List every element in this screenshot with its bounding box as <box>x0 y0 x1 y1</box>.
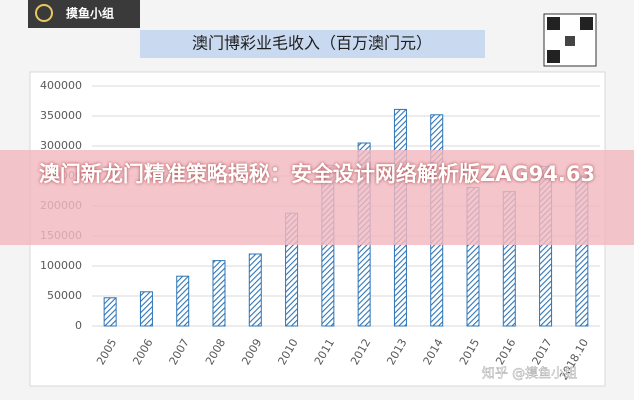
banner-text: 澳门新龙门精准策略揭秘：安全设计网络解析版ZAG94.63 <box>38 162 596 186</box>
banner-band <box>0 150 634 245</box>
qr-code <box>543 13 597 67</box>
qr-corner <box>547 50 560 63</box>
qr-corner <box>580 17 593 30</box>
logo-icon <box>35 4 53 22</box>
bar <box>212 260 226 327</box>
qr-corner <box>547 17 560 30</box>
bar <box>103 297 117 327</box>
chart-title: 澳门博彩业毛收入（百万澳门元） <box>192 34 432 53</box>
y-tick-label: 50000 <box>47 289 82 302</box>
logo: 摸鱼小组 <box>28 0 140 28</box>
title-box <box>140 30 485 58</box>
qr-dots <box>565 36 575 46</box>
y-tick-label: 350000 <box>40 109 82 122</box>
bar <box>248 253 262 327</box>
y-tick-label: 300000 <box>40 139 82 152</box>
bar <box>176 275 190 327</box>
y-tick-label: 400000 <box>40 79 82 92</box>
y-tick-label: 100000 <box>40 259 82 272</box>
bar <box>139 291 153 327</box>
banner: 澳门新龙门精准策略揭秘：安全设计网络解析版ZAG94.63 <box>38 162 596 186</box>
y-tick-label: 0 <box>75 319 82 332</box>
logo-text: 摸鱼小组 <box>66 6 114 21</box>
watermark: 知乎 @摸鱼小组 <box>482 366 577 382</box>
